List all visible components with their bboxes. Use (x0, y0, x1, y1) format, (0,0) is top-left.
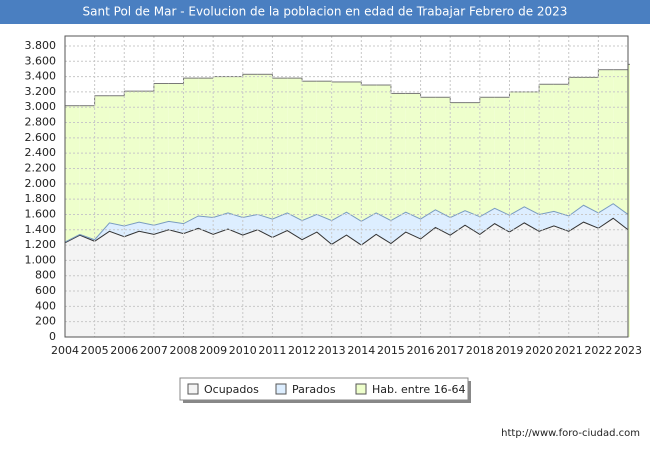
x-tick-label: 2016 (407, 344, 435, 357)
plot-frame (64, 35, 629, 338)
title-bar (0, 0, 650, 24)
y-tick-label: 0 (49, 330, 56, 343)
y-tick-label: 1.400 (25, 223, 57, 236)
x-tick-label: 2010 (229, 344, 257, 357)
legend-box (179, 377, 469, 401)
y-tick-label: 600 (35, 284, 56, 297)
y-tick-label: 2.600 (25, 131, 57, 144)
x-tick-label: 2023 (614, 344, 642, 357)
chart-title: Sant Pol de Mar - Evolucion de la poblac… (83, 5, 568, 19)
y-tick-label: 2.800 (25, 116, 57, 129)
legend-label: Parados (292, 383, 336, 396)
x-tick-label: 2013 (318, 344, 346, 357)
legend-swatch (187, 383, 199, 395)
x-tick-label: 2008 (170, 344, 198, 357)
x-tick-label: 2018 (466, 344, 494, 357)
area-line (64, 203, 629, 243)
y-tick-label: 1.000 (25, 253, 57, 266)
y-tick-label: 800 (35, 269, 56, 282)
x-tick-label: 2011 (258, 344, 286, 357)
y-tick-label: 1.800 (25, 192, 57, 205)
x-tick-label: 2007 (140, 344, 168, 357)
x-tick-label: 2019 (495, 344, 523, 357)
area-fill (65, 218, 628, 337)
area-fill (65, 203, 628, 246)
legend-label: Ocupados (204, 383, 259, 396)
y-tick-label: 3.000 (25, 100, 57, 113)
y-tick-label: 2.000 (25, 177, 57, 190)
y-tick-label: 200 (35, 315, 56, 328)
x-tick-label: 2009 (199, 344, 227, 357)
legend-swatch (275, 383, 287, 395)
y-tick-label: 400 (35, 299, 56, 312)
x-tick-label: 2020 (525, 344, 553, 357)
x-tick-label: 2014 (347, 344, 375, 357)
legend-label: Hab. entre 16-64 (372, 383, 466, 396)
y-tick-label: 1.600 (25, 207, 57, 220)
x-tick-label: 2004 (51, 344, 79, 357)
y-tick-label: 3.800 (25, 39, 57, 52)
x-tick-label: 2017 (436, 344, 464, 357)
x-tick-label: 2015 (377, 344, 405, 357)
x-tick-label: 2021 (555, 344, 583, 357)
y-tick-label: 3.400 (25, 70, 57, 83)
y-tick-label: 2.200 (25, 162, 57, 175)
hab-step (628, 64, 630, 337)
x-tick-label: 2006 (110, 344, 138, 357)
area-line (64, 217, 629, 246)
y-tick-label: 3.200 (25, 85, 57, 98)
y-tick-label: 3.600 (25, 54, 57, 67)
x-tick-label: 2022 (584, 344, 612, 357)
x-tick-label: 2012 (288, 344, 316, 357)
y-tick-label: 2.400 (25, 146, 57, 159)
y-tick-label: 1.200 (25, 238, 57, 251)
legend-swatch (355, 383, 367, 395)
x-tick-label: 2005 (81, 344, 109, 357)
source: http://www.foro-ciudad.com (501, 428, 640, 439)
